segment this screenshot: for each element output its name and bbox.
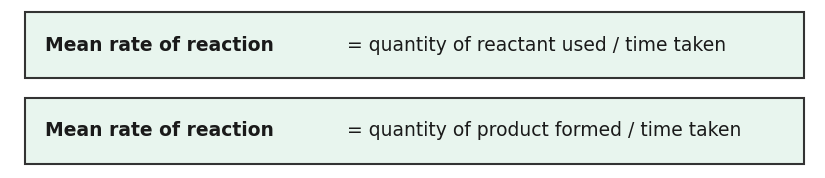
- FancyBboxPatch shape: [25, 12, 804, 78]
- Text: Mean rate of reaction: Mean rate of reaction: [45, 121, 274, 140]
- Text: Mean rate of reaction: Mean rate of reaction: [45, 36, 274, 55]
- Text: = quantity of product formed / time taken: = quantity of product formed / time take…: [341, 121, 741, 140]
- Text: = quantity of reactant used / time taken: = quantity of reactant used / time taken: [341, 36, 726, 55]
- FancyBboxPatch shape: [25, 98, 804, 164]
